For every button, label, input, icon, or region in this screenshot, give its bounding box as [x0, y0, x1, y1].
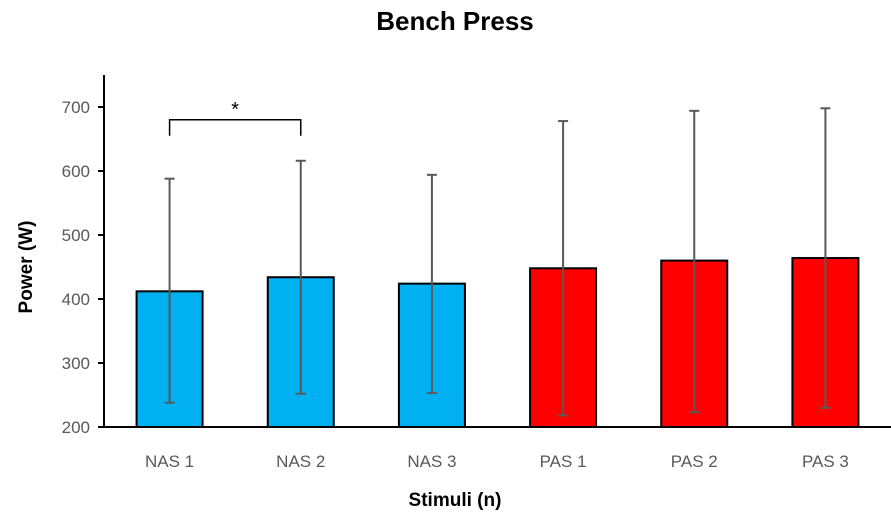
- x-tick-label: PAS 1: [540, 452, 587, 471]
- y-tick-label: 400: [62, 290, 90, 309]
- x-tick-label: NAS 3: [407, 452, 456, 471]
- x-tick-label: PAS 2: [671, 452, 718, 471]
- y-tick-label: 500: [62, 226, 90, 245]
- x-axis-title: Stimuli (n): [409, 490, 502, 511]
- significance-bracket: [168, 119, 302, 136]
- significance-label: *: [231, 99, 239, 121]
- y-axis-title: Power (W): [16, 221, 37, 314]
- x-tick-label: PAS 3: [802, 452, 849, 471]
- y-tick-label: 300: [62, 354, 90, 373]
- y-tick-label: 600: [62, 162, 90, 181]
- x-tick-label: NAS 1: [145, 452, 194, 471]
- y-tick-label: 700: [62, 98, 90, 117]
- chart-title: Bench Press: [376, 6, 534, 36]
- y-tick-label: 200: [62, 418, 90, 437]
- x-tick-label: NAS 2: [276, 452, 325, 471]
- plot-area: 200 300 400 500 600 700 NAS 1 NAS 2 NAS 3 PAS 1 PA…: [62, 75, 891, 471]
